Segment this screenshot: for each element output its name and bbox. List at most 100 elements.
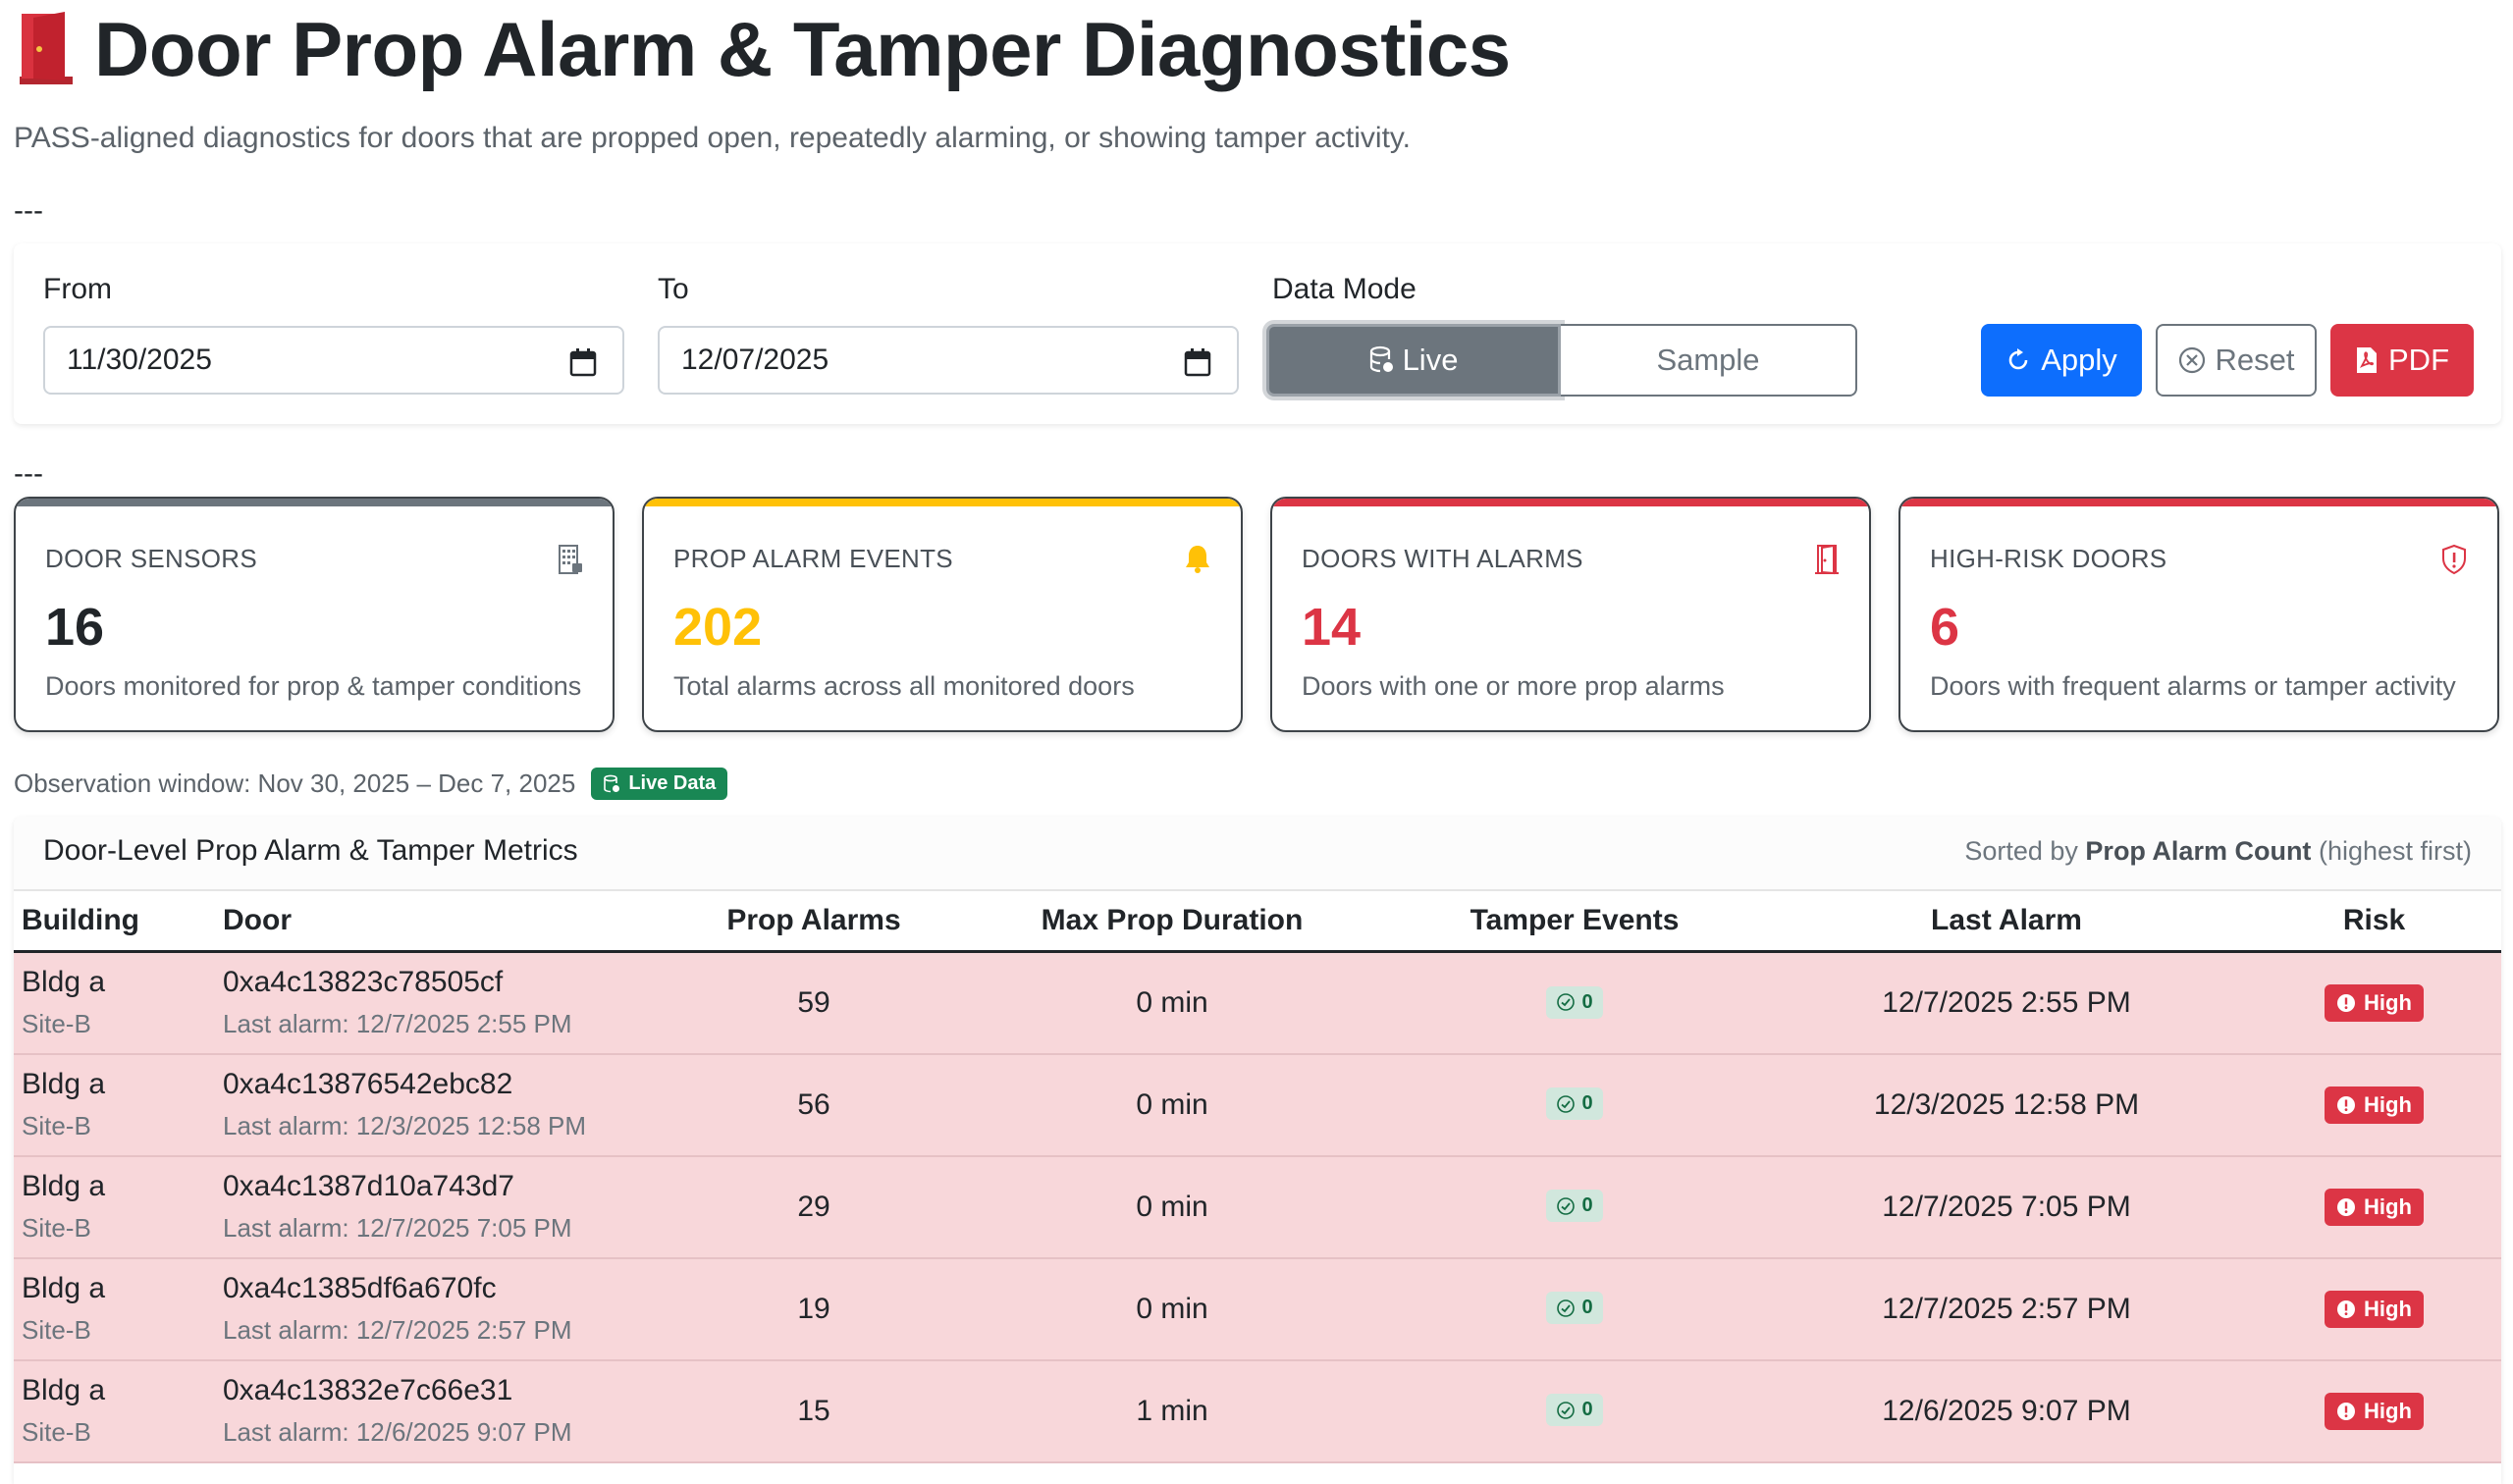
- bell-icon: [1186, 546, 1209, 573]
- last-alarm-cell: 12/3/2025 12:58 PM: [1766, 1053, 2247, 1157]
- kpi-card-prop-alarm-events: PROP ALARM EVENTS 202 Total alarms acros…: [642, 497, 1243, 732]
- last-alarm-cell: 12/7/2025 2:55 PM: [1766, 951, 2247, 1055]
- sort-info: Sorted by Prop Alarm Count (highest firs…: [1964, 836, 2472, 867]
- last-alarm-cell: 12/7/2025 7:05 PM: [1766, 1155, 2247, 1259]
- risk-badge: High: [2325, 983, 2424, 1022]
- calendar-icon[interactable]: [569, 347, 597, 377]
- table-body: Bldg a Site-B 0xa4c13823c78505cf Last al…: [14, 951, 2501, 1463]
- column-header-last-alarm[interactable]: Last Alarm: [1766, 891, 2247, 953]
- last-alarm-cell: 12/6/2025 9:07 PM: [1766, 1359, 2247, 1463]
- door-last-alarm: Last alarm: 12/3/2025 12:58 PM: [223, 1110, 587, 1140]
- calendar-icon[interactable]: [1184, 347, 1211, 377]
- to-date-input[interactable]: 12/07/2025: [658, 326, 1239, 395]
- column-header-tamper-events[interactable]: Tamper Events: [1383, 891, 1766, 953]
- max-prop-duration-cell: 0 min: [961, 951, 1383, 1055]
- table-row[interactable]: Bldg a Site-B 0xa4c1387d10a743d7 Last al…: [14, 1155, 2501, 1259]
- live-data-label: Live Data: [628, 772, 717, 794]
- divider: ---: [14, 194, 43, 227]
- check-circle-icon: [1557, 1401, 1576, 1419]
- table-row[interactable]: Bldg a Site-B 0xa4c13876542ebc82 Last al…: [14, 1053, 2501, 1157]
- card-accent-bar: [1900, 499, 2497, 506]
- column-header-building[interactable]: Building: [14, 891, 215, 953]
- building-icon: [559, 545, 582, 574]
- prop-alarms-cell: 15: [667, 1359, 961, 1463]
- observation-text: Observation window: Nov 30, 2025 – Dec 7…: [14, 768, 576, 798]
- tamper-badge: 0: [1546, 1087, 1603, 1121]
- tamper-count: 0: [1581, 1399, 1593, 1421]
- database-icon: [1369, 345, 1393, 373]
- data-mode-label: Data Mode: [1272, 273, 1417, 305]
- check-circle-icon: [1557, 1094, 1576, 1113]
- risk-cell: High: [2247, 1257, 2501, 1361]
- live-mode-button[interactable]: Live: [1266, 324, 1561, 397]
- filter-panel: From 11/30/2025 To 12/07/2025 Data Mode: [14, 243, 2501, 424]
- sample-mode-button[interactable]: Sample: [1561, 324, 1857, 397]
- door-cell: 0xa4c1387d10a743d7 Last alarm: 12/7/2025…: [215, 1155, 667, 1259]
- card-value: 14: [1302, 598, 1362, 657]
- tamper-count: 0: [1581, 1194, 1593, 1217]
- building-name: Bldg a: [22, 1067, 106, 1100]
- sort-field: Prop Alarm Count: [2085, 836, 2312, 866]
- page-header: Door Prop Alarm & Tamper Diagnostics: [16, 0, 1511, 98]
- column-header-door[interactable]: Door: [215, 891, 667, 953]
- tamper-events-cell: 0: [1383, 1155, 1766, 1259]
- door-id: 0xa4c13876542ebc82: [223, 1067, 513, 1100]
- table-row[interactable]: Bldg a Site-B 0xa4c13823c78505cf Last al…: [14, 951, 2501, 1055]
- live-mode-label: Live: [1402, 343, 1459, 377]
- door-id: 0xa4c13823c78505cf: [223, 965, 504, 998]
- building-name: Bldg a: [22, 1169, 106, 1202]
- risk-level: High: [2364, 1091, 2412, 1117]
- door-last-alarm: Last alarm: 12/7/2025 2:55 PM: [223, 1008, 572, 1038]
- live-data-badge: Live Data: [591, 768, 728, 800]
- from-date-input[interactable]: 11/30/2025: [43, 326, 624, 395]
- door-cell: 0xa4c1385df6a670fc Last alarm: 12/7/2025…: [215, 1257, 667, 1361]
- x-circle-icon: [2178, 346, 2205, 374]
- prop-alarms-cell: 56: [667, 1053, 961, 1157]
- door-cell: 0xa4c13832e7c66e31 Last alarm: 12/6/2025…: [215, 1359, 667, 1463]
- alert-circle-icon: [2337, 993, 2356, 1012]
- table-card-header: Door-Level Prop Alarm & Tamper Metrics S…: [14, 817, 2501, 891]
- to-label: To: [658, 273, 689, 305]
- risk-level: High: [2364, 1193, 2412, 1219]
- pdf-file-icon: [2357, 347, 2377, 373]
- building-cell: Bldg a Site-B: [14, 1257, 215, 1361]
- apply-button[interactable]: Apply: [1981, 324, 2142, 397]
- door-icon: [20, 12, 73, 84]
- risk-badge: High: [2325, 1290, 2424, 1328]
- tamper-events-cell: 0: [1383, 1053, 1766, 1157]
- page-title: Door Prop Alarm & Tamper Diagnostics: [94, 5, 1511, 92]
- max-prop-duration-cell: 0 min: [961, 1155, 1383, 1259]
- door-id: 0xa4c1385df6a670fc: [223, 1271, 497, 1304]
- table-row[interactable]: Bldg a Site-B 0xa4c1385df6a670fc Last al…: [14, 1257, 2501, 1361]
- apply-label: Apply: [2041, 343, 2117, 377]
- reset-label: Reset: [2215, 343, 2295, 377]
- risk-badge: High: [2325, 1392, 2424, 1430]
- tamper-badge: 0: [1546, 1292, 1603, 1325]
- divider: ---: [14, 457, 43, 490]
- card-value: 16: [45, 598, 105, 657]
- site-name: Site-B: [22, 1416, 91, 1447]
- sort-prefix: Sorted by: [1964, 836, 2078, 866]
- risk-cell: High: [2247, 1155, 2501, 1259]
- sort-suffix: (highest first): [2318, 836, 2472, 866]
- pdf-label: PDF: [2388, 343, 2449, 377]
- max-prop-duration-cell: 1 min: [961, 1359, 1383, 1463]
- check-circle-icon: [1557, 1196, 1576, 1215]
- alert-circle-icon: [2337, 1402, 2356, 1420]
- column-header-risk[interactable]: Risk: [2247, 891, 2501, 953]
- card-value: 6: [1930, 598, 1960, 657]
- column-header-max-prop-duration[interactable]: Max Prop Duration: [961, 891, 1383, 953]
- shield-alert-icon: [2442, 544, 2466, 575]
- pdf-button[interactable]: PDF: [2330, 324, 2474, 397]
- table-row[interactable]: Bldg a Site-B 0xa4c13832e7c66e31 Last al…: [14, 1359, 2501, 1463]
- kpi-card-door-sensors: DOOR SENSORS 16 Doors monitored for prop…: [14, 497, 615, 732]
- column-header-prop-alarms[interactable]: Prop Alarms: [667, 891, 961, 953]
- kpi-card-high-risk-doors: HIGH-RISK DOORS 6 Doors with frequent al…: [1898, 497, 2499, 732]
- door-id: 0xa4c1387d10a743d7: [223, 1169, 514, 1202]
- risk-level: High: [2364, 989, 2412, 1015]
- alert-circle-icon: [2337, 1095, 2356, 1114]
- from-label: From: [43, 273, 112, 305]
- tamper-count: 0: [1581, 1297, 1593, 1319]
- card-title: PROP ALARM EVENTS: [673, 544, 953, 573]
- reset-button[interactable]: Reset: [2156, 324, 2317, 397]
